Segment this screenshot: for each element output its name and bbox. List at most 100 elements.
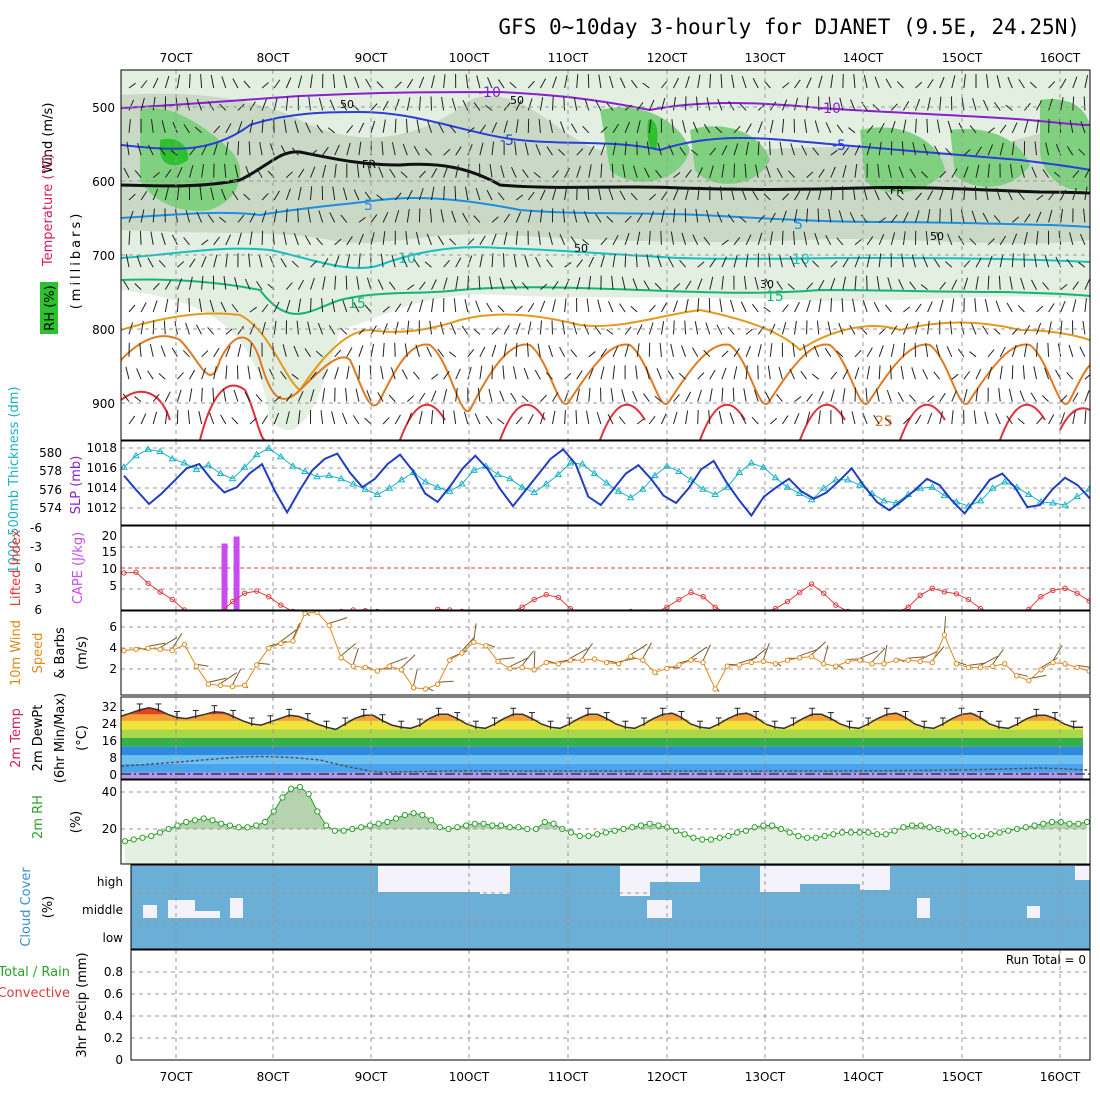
isotherm-minus5 <box>121 110 1090 171</box>
wind-barb <box>632 390 638 402</box>
wind-barb <box>207 214 215 223</box>
temp2m-area <box>121 707 1083 721</box>
wind-barb <box>987 163 990 178</box>
wind-barb <box>679 146 687 156</box>
wind-barb <box>510 279 517 290</box>
wind-barb <box>527 321 532 335</box>
thickness-marker <box>759 463 768 470</box>
wind-barb <box>830 389 835 402</box>
wind-barb <box>176 74 181 89</box>
lifted-index-marker <box>1074 590 1080 596</box>
rh2m-marker <box>270 808 277 815</box>
wind-barb <box>552 410 556 425</box>
pressure-tick: 600 <box>92 175 115 189</box>
x-tick-label-top: 15OCT <box>942 51 983 65</box>
wind-barb <box>618 416 626 425</box>
wind-barb <box>863 75 868 89</box>
wind-barb <box>223 276 227 290</box>
wind-barb <box>431 75 435 89</box>
wind-barb <box>1069 119 1074 133</box>
wind-barb <box>382 119 386 133</box>
rh2m-marker <box>130 836 137 843</box>
wind-barb <box>198 411 203 425</box>
temp-band <box>121 738 1083 747</box>
cape-tick: 15 <box>102 545 117 559</box>
wind-barb <box>128 193 136 201</box>
wind-barb <box>925 343 929 357</box>
wind-barb <box>564 167 571 178</box>
wind-barb <box>377 392 384 402</box>
wind-barb <box>827 321 832 335</box>
thickness-marker <box>675 467 683 474</box>
wind-barb <box>588 145 595 156</box>
wind-barb <box>927 79 934 89</box>
wind-barb <box>297 168 305 178</box>
rh2m-marker <box>393 815 400 822</box>
wind-barb <box>878 234 885 245</box>
wind-barb <box>709 165 714 178</box>
wind10-marker <box>772 661 779 667</box>
wind-barb <box>752 190 759 201</box>
thickness-marker <box>554 470 563 478</box>
wind10-marker <box>422 686 429 692</box>
wind-barb <box>356 276 360 290</box>
ylabel-lifted-index: Lifted Index <box>9 529 24 606</box>
wind10-barb <box>389 656 408 665</box>
wind-barb <box>1011 122 1018 134</box>
wind-barb <box>515 416 523 425</box>
rh-contour-label: 50 <box>930 230 944 243</box>
wind10-tick: 2 <box>109 662 117 676</box>
wind-barb <box>539 189 546 201</box>
wind-barb <box>958 235 965 246</box>
wind-barb <box>951 410 954 425</box>
wind-barb <box>390 367 396 380</box>
wind-barb <box>969 351 977 358</box>
wind-barb <box>995 300 1001 313</box>
wind10-marker <box>700 659 706 666</box>
wind-barb <box>985 186 989 201</box>
wind-barb <box>1042 282 1049 290</box>
wind-barb <box>283 119 287 133</box>
thickness-marker <box>385 484 394 491</box>
wind-barb <box>273 395 282 402</box>
wind-barb <box>818 75 823 89</box>
wind-barb <box>570 236 578 246</box>
wind-barb <box>147 370 154 380</box>
wind-barb <box>247 365 251 380</box>
wind-barb <box>261 82 269 89</box>
wind10-tick: 6 <box>109 620 117 634</box>
wind-barb <box>776 167 783 178</box>
wind10-barb <box>811 641 826 655</box>
cloud-high-gap <box>760 866 800 892</box>
wind-barb <box>201 164 205 178</box>
thickness-marker <box>626 493 635 501</box>
wind-barb <box>999 365 1003 380</box>
wind-barb <box>903 306 911 313</box>
wind-barb <box>416 119 420 133</box>
ylabel-temp2m: 2m Temp <box>9 708 24 768</box>
wind-barb <box>491 141 495 156</box>
wind-barb <box>346 142 351 156</box>
cloud-mid-gap <box>1027 906 1040 918</box>
wind-barb <box>598 74 602 89</box>
rh2m-panel: 40 20 2m RH (%) <box>31 779 1091 865</box>
wind-barb <box>848 127 856 134</box>
ylabel-temp2m-unit: (°C) <box>75 725 90 751</box>
rh2m-marker <box>314 808 321 815</box>
wind-barb <box>225 365 228 380</box>
wind-barb <box>1078 148 1086 156</box>
wind-barb <box>258 254 263 268</box>
rh2m-marker <box>191 817 199 824</box>
wind-barb <box>584 211 590 223</box>
wind-barb <box>527 302 535 313</box>
wind-barb <box>887 277 892 290</box>
wind-barb <box>137 142 142 156</box>
lifted-index-marker <box>145 580 151 587</box>
wind-barb <box>128 304 136 313</box>
wind-barb <box>441 96 445 111</box>
wind-barb <box>538 118 541 133</box>
lifted-index-marker <box>327 613 331 617</box>
dewpoint-line <box>121 755 1090 773</box>
wind-barb <box>1007 76 1013 89</box>
rh2m-marker <box>716 834 723 841</box>
